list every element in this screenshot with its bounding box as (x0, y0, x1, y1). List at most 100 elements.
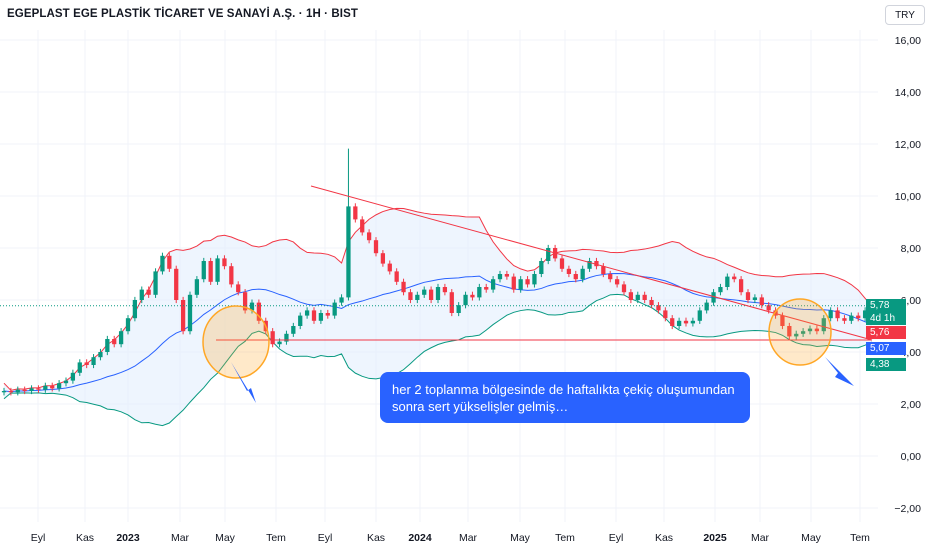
x-tick-label: Kas (367, 532, 385, 544)
x-tick-label: Eyl (318, 532, 333, 544)
candle-body (862, 310, 868, 319)
candle-body (298, 315, 303, 326)
candle-body (704, 302, 709, 311)
candle-body (70, 372, 76, 381)
candle-body (484, 287, 489, 290)
candle-body (222, 258, 227, 267)
candle-body (229, 266, 234, 285)
candle-body (635, 294, 640, 300)
candle-body (690, 320, 696, 324)
candle-body (800, 331, 806, 334)
candle-body (559, 258, 565, 269)
candle-body (807, 328, 813, 332)
descending-trendline[interactable] (310, 185, 873, 341)
candle-body (153, 271, 158, 295)
bb-lower-line (3, 293, 873, 427)
candle-body (146, 289, 151, 295)
candle-body (518, 279, 523, 290)
candle-body (311, 310, 317, 321)
candle-body (187, 294, 193, 332)
candle-body (546, 248, 551, 261)
candle-body (63, 380, 69, 384)
candle-body (594, 261, 599, 267)
candle-body (532, 274, 537, 285)
candle-body (794, 333, 799, 337)
y-tick-label: 0,00 (901, 451, 922, 463)
x-tick-label: May (215, 532, 236, 544)
candle-body (346, 206, 351, 298)
candle-body (511, 276, 516, 290)
candle-body (697, 310, 702, 321)
candle-body (422, 289, 427, 295)
y-tick-label: 16,00 (895, 35, 921, 47)
candle-body (614, 279, 620, 285)
candle-body (242, 292, 248, 311)
y-tick-label: 14,00 (895, 87, 921, 99)
bb-basis-tag: 5,07 (866, 342, 906, 355)
candle-body (773, 310, 778, 316)
candle-body (766, 305, 771, 311)
candle-body (504, 274, 510, 277)
candle-body (249, 302, 255, 311)
candle-body (77, 362, 82, 373)
candle-body (167, 255, 172, 269)
y-tick-label: 2,00 (901, 399, 922, 411)
candle-body (408, 292, 413, 300)
candle-body (725, 276, 730, 287)
candle-body (477, 287, 482, 298)
candle-body (387, 263, 392, 272)
candle-body (608, 274, 613, 280)
candle-body (8, 391, 14, 393)
x-tick-label: May (801, 532, 822, 544)
x-tick-label: Kas (655, 532, 673, 544)
candle-body (98, 352, 103, 358)
y-tick-label: 10,00 (895, 191, 921, 203)
arrow-icon[interactable] (825, 357, 854, 386)
candle-body (1, 391, 7, 393)
candle-body (366, 232, 372, 241)
x-tick-label: May (510, 532, 531, 544)
candle-body (456, 305, 461, 313)
candle-body (325, 313, 330, 316)
candle-body (428, 289, 434, 300)
candle-body (15, 389, 20, 393)
x-tick-label: Tem (266, 532, 286, 544)
candle-body (835, 310, 840, 319)
x-tick-label: Mar (459, 532, 478, 544)
bb-upper-tag: 5,76 (866, 326, 906, 339)
currency-selector[interactable]: TRY (885, 5, 925, 25)
candle-body (828, 310, 833, 319)
candle-body (112, 339, 117, 345)
candle-body (821, 318, 826, 332)
candle-body (718, 287, 723, 293)
candle-body (435, 287, 441, 300)
x-tick-label: Kas (76, 532, 94, 544)
candle-body (814, 328, 820, 332)
candle-body (22, 389, 27, 391)
candle-body (318, 313, 324, 321)
candle-body (118, 331, 124, 345)
candle-body (683, 320, 689, 324)
candle-body (849, 315, 854, 321)
highlight-circle[interactable] (202, 305, 270, 379)
annotation-note[interactable]: her 2 toplanma bölgesinde de haftalıkta … (380, 372, 750, 423)
arrow-icon[interactable] (231, 362, 256, 403)
countdown-tag: 4d 1h (866, 312, 906, 325)
candle-body (394, 271, 399, 282)
candle-body (353, 206, 358, 220)
candle-body (573, 274, 578, 280)
candle-body (745, 292, 751, 300)
candle-body (649, 300, 654, 306)
candle-body (125, 318, 131, 332)
x-tick-label: 2023 (116, 532, 140, 544)
x-tick-label: 2025 (703, 532, 727, 544)
x-tick-label: Eyl (31, 532, 46, 544)
highlight-circle[interactable] (768, 298, 832, 366)
candle-body (201, 261, 206, 280)
candle-body (415, 294, 420, 300)
candle-body (215, 258, 220, 282)
candle-body (360, 219, 365, 233)
candle-body (449, 292, 454, 313)
candle-body (194, 279, 200, 295)
